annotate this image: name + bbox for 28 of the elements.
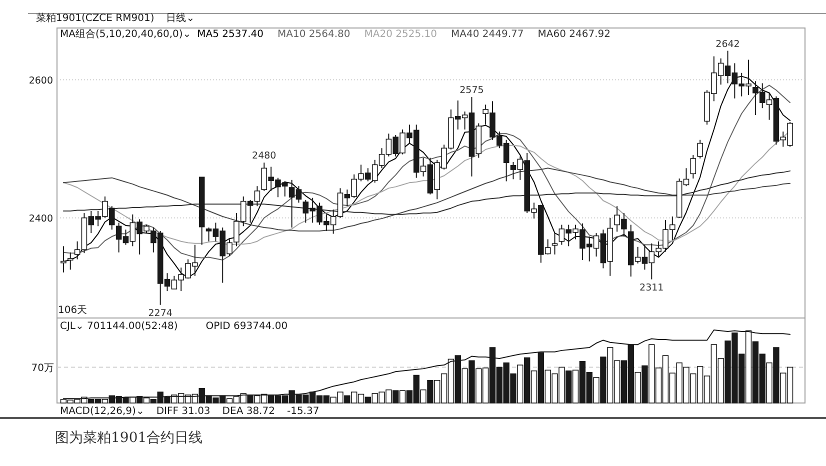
chart-subtitle: 日线⌄ (166, 12, 195, 24)
text: 图为菜粕1901合约日线 (55, 430, 203, 446)
candlestick (697, 139, 703, 159)
candlestick (67, 252, 74, 270)
chart-title: 菜粕1901(CZCE RM901) (36, 12, 154, 24)
text: MA20 2525.10 (364, 29, 438, 40)
annotation: 2642 (716, 38, 740, 50)
ref-line-label: 70万 (31, 363, 54, 374)
chart-subtitle: OPID 693744.00 (206, 321, 288, 332)
annotation: 2480 (252, 150, 276, 162)
y-tick-label: 2400 (28, 213, 53, 224)
text: MA10 2564.80 (278, 29, 350, 40)
text: MA60 2467.92 (538, 29, 610, 40)
y-tick-label: 2600 (28, 75, 53, 86)
text: MA40 2449.77 (451, 29, 524, 40)
candlestick (60, 246, 66, 273)
text: DIFF 31.03 (156, 406, 210, 417)
annotation: MA组合(5,10,20,40,60,0)⌄ (60, 28, 192, 40)
candlestick (690, 154, 696, 180)
annotation: 2274 (148, 308, 172, 319)
annotation: 106天 (58, 305, 88, 316)
text: MACD(12,26,9)⌄ (60, 406, 144, 417)
text: DEA 38.72 (222, 406, 275, 417)
annotation: 2311 (640, 282, 664, 294)
annotation: 2575 (460, 85, 484, 96)
text: MA5 2537.40 (197, 29, 264, 40)
text: -15.37 (286, 406, 320, 417)
chart-title: CJL⌄ 701144.00(52:48) (60, 321, 178, 332)
